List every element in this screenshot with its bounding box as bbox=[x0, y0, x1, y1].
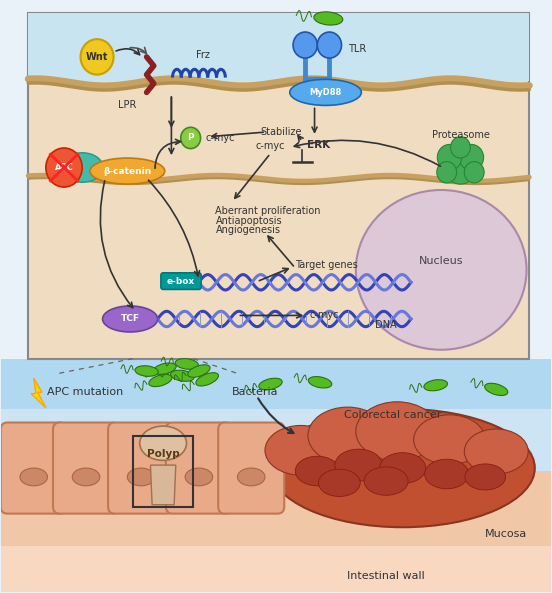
Ellipse shape bbox=[196, 372, 219, 386]
FancyBboxPatch shape bbox=[1, 359, 551, 409]
Ellipse shape bbox=[380, 452, 426, 483]
Ellipse shape bbox=[424, 380, 448, 391]
Ellipse shape bbox=[72, 468, 100, 486]
Ellipse shape bbox=[153, 363, 176, 374]
Ellipse shape bbox=[356, 402, 438, 461]
Text: TLR: TLR bbox=[348, 44, 366, 54]
Ellipse shape bbox=[485, 383, 508, 396]
Polygon shape bbox=[31, 378, 46, 408]
Text: e-box: e-box bbox=[167, 276, 195, 286]
Text: ERK: ERK bbox=[307, 140, 331, 150]
Text: c-myc: c-myc bbox=[309, 310, 338, 320]
FancyBboxPatch shape bbox=[1, 468, 551, 546]
Circle shape bbox=[81, 39, 114, 75]
Ellipse shape bbox=[270, 409, 535, 527]
Ellipse shape bbox=[188, 365, 210, 377]
Ellipse shape bbox=[424, 459, 469, 489]
Ellipse shape bbox=[335, 449, 383, 481]
Ellipse shape bbox=[295, 456, 339, 486]
FancyBboxPatch shape bbox=[108, 423, 174, 514]
Text: DNA: DNA bbox=[375, 320, 397, 330]
Circle shape bbox=[444, 149, 477, 184]
Text: Aberrant proliferation: Aberrant proliferation bbox=[215, 206, 321, 216]
Text: Stabilize: Stabilize bbox=[261, 127, 302, 137]
Ellipse shape bbox=[265, 425, 337, 475]
Circle shape bbox=[46, 148, 82, 187]
Text: Angiogenesis: Angiogenesis bbox=[215, 225, 280, 235]
Ellipse shape bbox=[20, 468, 47, 486]
Text: Antiapoptosis: Antiapoptosis bbox=[215, 216, 282, 226]
Circle shape bbox=[450, 137, 470, 158]
Text: APC: APC bbox=[55, 163, 73, 172]
Text: Bacteria: Bacteria bbox=[232, 387, 278, 397]
Ellipse shape bbox=[149, 374, 172, 387]
Ellipse shape bbox=[103, 306, 158, 332]
Ellipse shape bbox=[319, 469, 360, 496]
Ellipse shape bbox=[140, 426, 187, 460]
FancyBboxPatch shape bbox=[53, 423, 119, 514]
Ellipse shape bbox=[465, 464, 506, 490]
Ellipse shape bbox=[175, 359, 198, 369]
Ellipse shape bbox=[185, 468, 213, 486]
Text: Proteasome: Proteasome bbox=[432, 130, 490, 140]
Ellipse shape bbox=[290, 79, 362, 106]
Text: c-myc: c-myc bbox=[205, 133, 235, 143]
FancyBboxPatch shape bbox=[218, 423, 284, 514]
Text: Frz: Frz bbox=[197, 50, 210, 60]
Text: Target genes: Target genes bbox=[295, 260, 358, 270]
Text: LPR: LPR bbox=[118, 100, 136, 110]
Ellipse shape bbox=[356, 190, 527, 350]
Text: Polyp: Polyp bbox=[147, 449, 179, 460]
Text: APC mutation: APC mutation bbox=[47, 387, 124, 397]
Ellipse shape bbox=[61, 153, 103, 182]
Circle shape bbox=[437, 145, 461, 170]
Ellipse shape bbox=[314, 12, 343, 25]
FancyBboxPatch shape bbox=[28, 12, 529, 359]
Circle shape bbox=[459, 145, 484, 170]
Ellipse shape bbox=[259, 378, 282, 390]
Circle shape bbox=[181, 127, 200, 149]
Ellipse shape bbox=[413, 415, 485, 464]
Text: c-myc: c-myc bbox=[256, 141, 285, 151]
Circle shape bbox=[437, 162, 457, 183]
FancyBboxPatch shape bbox=[28, 12, 529, 81]
Text: Intestinal wall: Intestinal wall bbox=[347, 570, 425, 581]
Text: P: P bbox=[187, 133, 194, 142]
Ellipse shape bbox=[308, 407, 387, 464]
FancyBboxPatch shape bbox=[166, 423, 232, 514]
FancyBboxPatch shape bbox=[161, 273, 201, 289]
Text: Colorectal cancer: Colorectal cancer bbox=[344, 410, 441, 420]
Circle shape bbox=[464, 162, 484, 183]
Text: TCF: TCF bbox=[120, 314, 140, 323]
Ellipse shape bbox=[135, 366, 158, 377]
Circle shape bbox=[293, 32, 317, 58]
Circle shape bbox=[317, 32, 342, 58]
Ellipse shape bbox=[464, 429, 528, 474]
Text: MyD88: MyD88 bbox=[310, 88, 342, 97]
FancyBboxPatch shape bbox=[1, 423, 67, 514]
Text: β-catenin: β-catenin bbox=[103, 167, 151, 176]
Text: Wnt: Wnt bbox=[86, 52, 108, 62]
FancyBboxPatch shape bbox=[1, 545, 551, 592]
FancyBboxPatch shape bbox=[1, 359, 551, 592]
Ellipse shape bbox=[171, 370, 194, 381]
Ellipse shape bbox=[364, 467, 408, 495]
Text: Mucosa: Mucosa bbox=[485, 530, 528, 539]
Ellipse shape bbox=[237, 468, 265, 486]
Text: Nucleus: Nucleus bbox=[419, 256, 464, 266]
Ellipse shape bbox=[309, 377, 332, 388]
Ellipse shape bbox=[90, 158, 165, 184]
FancyBboxPatch shape bbox=[1, 409, 551, 471]
Ellipse shape bbox=[128, 468, 155, 486]
Polygon shape bbox=[151, 465, 176, 505]
